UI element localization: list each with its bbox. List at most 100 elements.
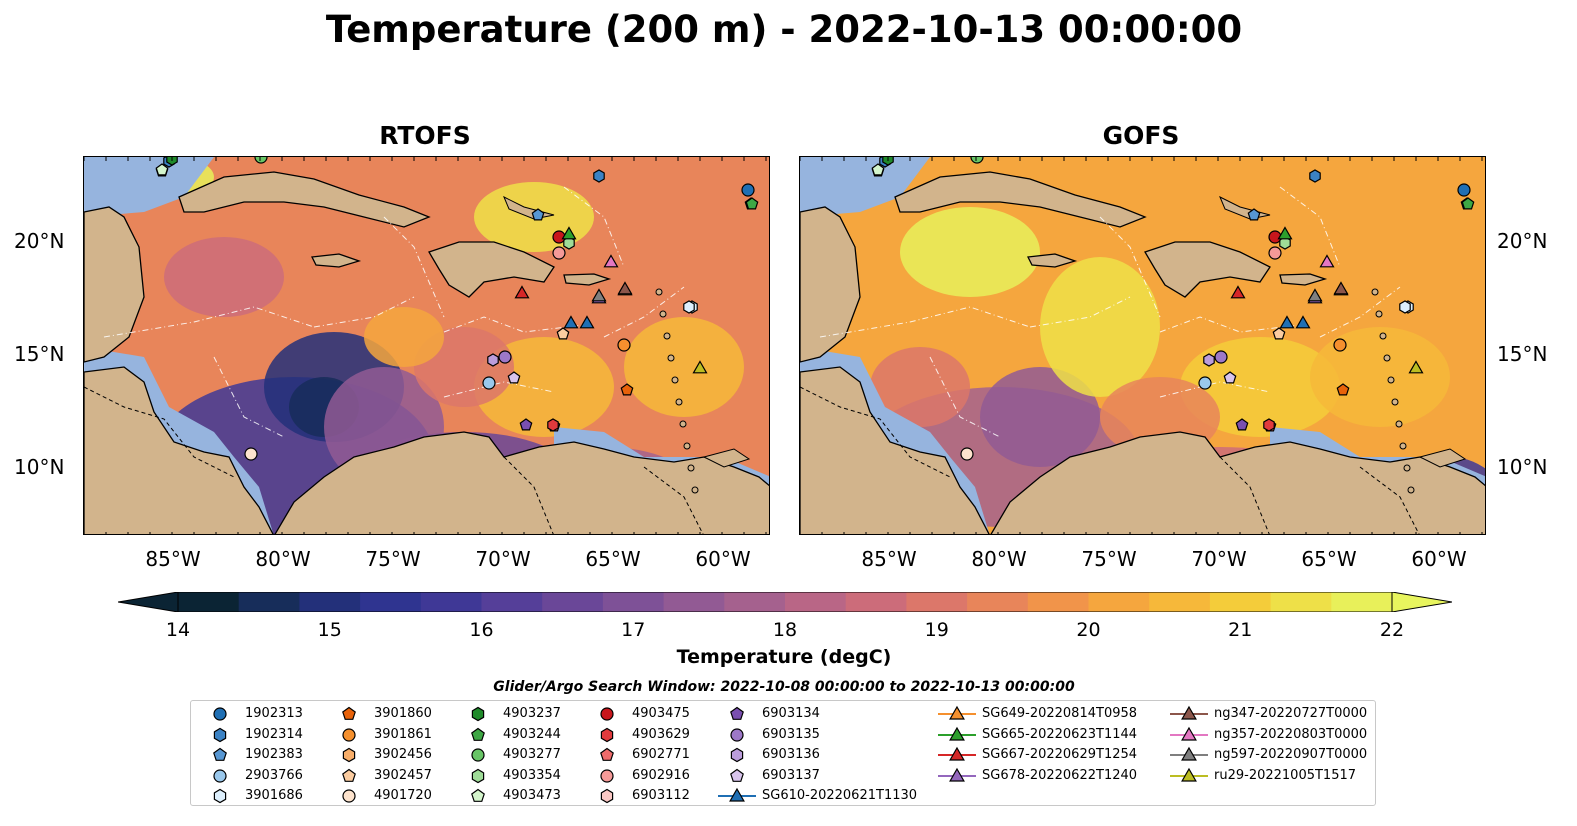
float-6903137 [1223,371,1237,384]
legend-label: SG649-20220814T0958 [982,706,1138,721]
legend-marker-icon [730,768,744,782]
legend-marker-icon [342,768,356,782]
legend-marker-icon [471,768,485,783]
legend-marker-icon [471,788,485,802]
xtick-left-70w: 70°W [475,547,531,571]
legend-marker-icon [471,748,485,762]
glider-SG610-20220621T1130 [1295,315,1311,329]
float-3901686 [683,300,695,314]
legend-label: 4903277 [503,747,561,762]
float-2903766 [482,376,496,390]
xtick-left-75w: 75°W [365,547,421,571]
legend-label: ng357-20220803T0000 [1214,726,1368,742]
colorbar-segment [1209,592,1272,612]
legend-marker-icon [600,768,614,783]
legend-label: 6902771 [632,747,690,762]
ytick-right-15n: 15°N [1497,342,1548,366]
ytick-left-10n: 10°N [14,455,65,479]
float-4903244 [745,197,759,210]
float-1902313 [741,183,755,197]
legend-label: 6902916 [632,767,690,783]
colorbar-segment [542,592,604,612]
colorbar-extend-high [1391,592,1452,612]
float-4903244 [1461,197,1475,210]
xtick-right-70w: 70°W [1191,547,1247,571]
float-6903135 [1214,350,1228,364]
legend-marker-icon [1170,705,1208,720]
glider-SG665-20220623T1144 [561,226,577,240]
float-4903629 [547,418,559,432]
legend-marker-icon [342,727,356,742]
legend-marker-icon [1170,767,1208,782]
legend-marker-icon [213,727,227,742]
legend-marker-icon [342,706,356,720]
legend-marker-icon [600,707,614,721]
xtick-right-75w: 75°W [1081,547,1137,571]
legend-label: 4903244 [503,726,561,742]
colorbar-segment [178,592,240,612]
colorbar-segment [906,592,968,612]
legend-marker-icon [938,767,976,782]
legend-label: 4903629 [632,726,690,742]
float-2903766 [1198,376,1212,390]
float-3902457 [556,327,570,340]
legend-label: 3901861 [374,726,432,742]
xtick-left-60w: 60°W [695,547,751,571]
xtick-right-80w: 80°W [971,547,1027,571]
legend-label: SG667-20220629T1254 [982,747,1138,762]
legend-label: 3901860 [374,706,432,721]
float-3901861 [1333,338,1347,352]
legend: 1902313 1902314 1902383 2903766 3901686 39018… [190,700,1376,806]
legend-marker-icon [342,789,356,803]
map-panel-rtofs [83,156,770,535]
colorbar [118,592,1452,612]
colorbar-tick-22: 22 [1379,619,1405,641]
legend-marker-icon [730,747,744,763]
float-1902383 [531,208,545,221]
colorbar-segment [1149,592,1211,612]
legend-marker-icon [213,747,227,761]
legend-marker-icon [1170,726,1208,741]
float-6903136 [1203,353,1215,367]
float-6902916 [552,246,566,260]
colorbar-segment [845,592,907,612]
ytick-left-20n: 20°N [14,229,65,253]
glider-ng597-20220907T0000 [1307,288,1323,302]
legend-marker-icon [471,727,485,741]
colorbar-segment [481,592,543,612]
glider-SG667-20220629T1254 [514,285,530,299]
glider-ng347-20220727T0000 [1333,281,1349,295]
legend-marker-icon [600,747,614,761]
colorbar-tick-19: 19 [924,619,949,641]
legend-label: 6903112 [632,788,690,803]
colorbar-tick-21: 21 [1228,619,1253,641]
glider-SG610-20220621T1130 [1279,315,1295,329]
ytick-left-15n: 15°N [14,342,65,366]
float-3901861 [617,338,631,352]
float-3901860 [1336,383,1350,396]
colorbar-segment [299,592,361,612]
float-3901686 [1399,300,1411,314]
colorbar-segment [1270,592,1332,612]
colorbar-tick-20: 20 [1076,619,1101,641]
colorbar-segment [967,592,1029,612]
legend-label: 3901686 [245,788,303,803]
colorbar-extend-low [118,592,179,612]
legend-marker-icon [1170,746,1208,761]
glider-ru29-20221005T1517 [1408,360,1424,374]
legend-marker-icon [730,727,744,742]
legend-label: 2903766 [245,767,303,783]
legend-label: 4903473 [503,788,561,803]
legend-label: 4903354 [503,767,561,783]
xtick-right-65w: 65°W [1301,547,1357,571]
legend-label: 6903136 [762,747,820,762]
legend-label: 1902314 [245,726,303,742]
legend-marker-icon [600,727,614,742]
legend-label: ng597-20220907T0000 [1214,747,1368,762]
glider-SG665-20220623T1144 [1277,226,1293,240]
glider-ng357-20220803T0000 [1319,254,1335,268]
ytick-right-10n: 10°N [1497,455,1548,479]
legend-label: 1902313 [245,706,303,721]
colorbar-segment [1331,592,1393,612]
legend-label: 4903475 [632,706,690,721]
